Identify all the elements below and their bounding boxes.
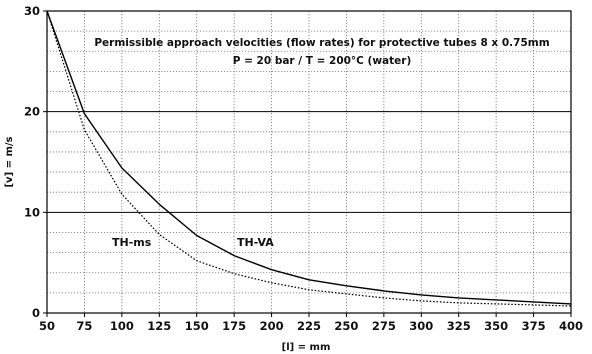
x-tick-label: 150 [185, 319, 209, 333]
series-line-th-va [46, 10, 572, 305]
x-axis-label: [l] = mm [282, 342, 331, 353]
series-lines [46, 10, 572, 307]
x-tick-label: 100 [110, 319, 134, 333]
chart-title: Permissible approach velocities (flow ra… [94, 37, 549, 49]
y-tick-label: 0 [32, 306, 40, 320]
x-tick-label: 175 [222, 319, 246, 333]
series-label-th-va: TH-VA [237, 236, 274, 249]
x-tick-label: 375 [522, 319, 546, 333]
y-tick-label: 20 [24, 105, 40, 119]
x-tick-label: 300 [409, 319, 433, 333]
x-tick-label: 325 [447, 319, 471, 333]
x-tick-label: 225 [297, 319, 321, 333]
x-tick-label: 200 [260, 319, 284, 333]
x-tick-label: 250 [334, 319, 358, 333]
y-tick-label: 10 [24, 205, 40, 219]
x-tick-label: 350 [484, 319, 508, 333]
series-line-th-ms [46, 10, 572, 307]
series-label-th-ms: TH-ms [112, 236, 152, 249]
x-tick-label: 275 [372, 319, 396, 333]
grid [47, 11, 571, 313]
tick-labels: 50 75 100 125 150 175 200 225 250 275 300 325 350 375… [24, 4, 583, 333]
chart-subtitle: P = 20 bar / T = 200°C (water) [233, 55, 412, 67]
x-tick-label: 50 [39, 319, 55, 333]
x-tick-label: 400 [559, 319, 583, 333]
y-axis-label: [v] = m/s [4, 136, 15, 187]
x-tick-label: 125 [147, 319, 171, 333]
y-tick-label: 30 [24, 4, 40, 18]
x-tick-label: 75 [76, 319, 92, 333]
